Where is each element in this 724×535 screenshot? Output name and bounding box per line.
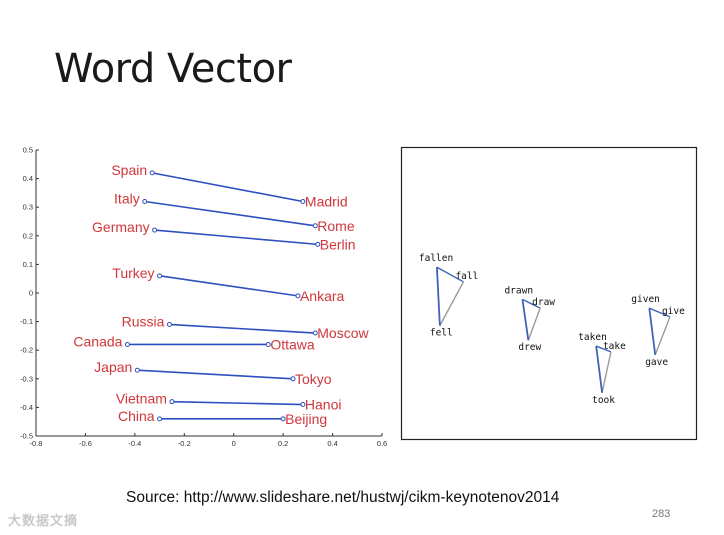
capital-label: Beijing [285, 411, 327, 427]
capital-point [315, 241, 321, 247]
capital-point [312, 223, 318, 229]
country-capital-line [152, 172, 304, 203]
capital-label: Ankara [300, 288, 345, 304]
triangle-edge [439, 281, 465, 326]
y-tick-label: 0.5 [23, 146, 33, 155]
verb-label: take [603, 341, 626, 352]
verb-label: give [662, 306, 685, 317]
verb-label: drawn [504, 285, 533, 296]
country-label: Russia [122, 313, 165, 329]
verb-label: fell [430, 328, 453, 339]
x-tick-label: 0.4 [327, 439, 337, 448]
y-tick-label: -0.2 [20, 346, 33, 355]
country-point [134, 367, 140, 373]
country-capital-chart: 0.5 0.4 0.3 0.2 0.1 0 -0.1 -0.2 -0.3 -0.4 -0.5-0.8… [20, 146, 387, 449]
country-label: China [118, 408, 155, 424]
country-label: Japan [94, 359, 132, 375]
x-tick-label: -0.4 [128, 439, 141, 448]
triangle-edge [648, 307, 657, 355]
triangle-edge [654, 316, 671, 356]
capital-label: Madrid [305, 193, 348, 209]
y-tick-label: -0.1 [20, 317, 33, 326]
x-tick-label: 0.2 [278, 439, 288, 448]
country-point [169, 399, 175, 405]
country-label: Turkey [112, 265, 154, 281]
country-point [157, 273, 163, 279]
verb-label: taken [578, 332, 607, 343]
triangle-edge [527, 307, 541, 341]
verb-label: drew [518, 342, 541, 353]
country-capital-line [137, 369, 294, 380]
country-label: Germany [92, 219, 150, 235]
chart-labels: Spain Madrid Italy Rome Germany Berlin Turkey A… [73, 162, 369, 427]
capital-point [280, 416, 286, 422]
triangle-edge [521, 299, 530, 341]
source-citation: Source: http://www.slideshare.net/hustwj… [126, 489, 560, 506]
slide-title: Word Vector [54, 46, 292, 92]
capital-label: Moscow [317, 325, 369, 341]
y-tick-label: -0.4 [20, 403, 33, 412]
country-point [149, 170, 155, 176]
y-tick-label: 0.4 [23, 174, 33, 183]
triangle-edge [522, 298, 541, 309]
verb-label: draw [532, 297, 555, 308]
chart-lines [124, 170, 321, 422]
triangle-edge [601, 351, 612, 393]
country-point [124, 341, 130, 347]
capital-point [312, 330, 318, 336]
country-label: Vietnam [116, 391, 167, 407]
capital-point [300, 402, 306, 408]
country-capital-line [144, 200, 316, 227]
diagram-frame [400, 146, 698, 441]
verb-label: fall [455, 271, 478, 282]
country-capital-line [169, 323, 316, 334]
country-label: Canada [73, 333, 122, 349]
capital-label: Hanoi [305, 397, 342, 413]
triangle-edge [595, 345, 603, 393]
capital-point [295, 293, 301, 299]
y-tick-label: 0.2 [23, 231, 33, 240]
x-tick-label: 0 [232, 439, 236, 448]
x-tick-label: -0.6 [79, 439, 92, 448]
verb-label: gave [645, 357, 668, 368]
capital-point [300, 198, 306, 204]
y-tick-label: -0.3 [20, 374, 33, 383]
country-point [142, 198, 148, 204]
country-label: Spain [111, 162, 147, 178]
capital-label: Rome [317, 218, 355, 234]
triangle-edge [436, 267, 441, 326]
triangle-edge [595, 345, 612, 353]
x-tick-label: -0.2 [178, 439, 191, 448]
x-tick-label: -0.8 [30, 439, 43, 448]
verb-label: took [592, 395, 615, 406]
watermark-logo: 大数据文摘 [8, 513, 79, 528]
verb-label: given [631, 294, 660, 305]
country-label: Italy [114, 190, 140, 206]
capital-point [290, 376, 296, 382]
y-tick-label: -0.5 [20, 432, 33, 441]
country-point [157, 416, 163, 422]
y-tick-label: 0.1 [23, 260, 33, 269]
capital-point [265, 341, 271, 347]
triangle-edge [649, 307, 671, 318]
verb-label: fallen [419, 253, 453, 264]
x-tick-label: 0.6 [377, 439, 387, 448]
country-capital-line [171, 400, 303, 406]
country-point [166, 321, 172, 327]
capital-label: Ottawa [270, 336, 315, 352]
country-capital-line [154, 229, 318, 246]
triangle-edge [436, 266, 464, 283]
y-tick-label: 0.3 [23, 203, 33, 212]
country-point [152, 227, 158, 233]
chart-axes: 0.5 0.4 0.3 0.2 0.1 0 -0.1 -0.2 -0.3 -0.4 -0.5-0.8… [20, 146, 387, 449]
country-capital-line [159, 275, 299, 297]
y-tick-label: 0 [29, 289, 33, 298]
capital-label: Tokyo [295, 371, 332, 387]
capital-label: Berlin [320, 236, 356, 252]
page-number: 283 [652, 508, 671, 520]
